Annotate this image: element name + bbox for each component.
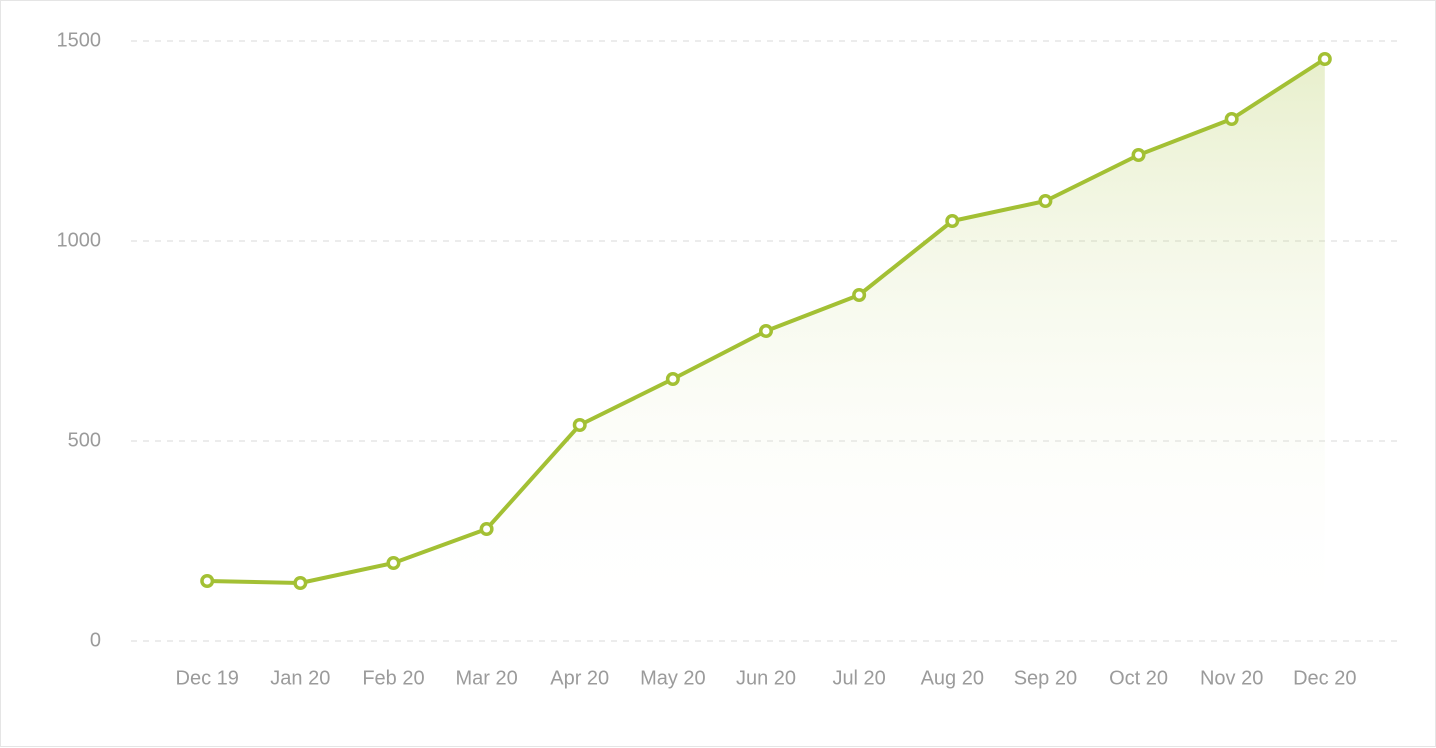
x-tick-label: Jan 20: [270, 668, 330, 690]
data-point-marker-inner: [1321, 56, 1328, 63]
x-tick-label: May 20: [640, 668, 706, 690]
data-point-marker-inner: [204, 578, 211, 585]
data-point-marker-inner: [763, 328, 770, 335]
data-point-marker-inner: [483, 526, 490, 533]
data-point-marker-inner: [297, 580, 304, 587]
x-tick-label: Mar 20: [455, 668, 517, 690]
x-tick-label: Aug 20: [921, 668, 984, 690]
x-tick-label: Jul 20: [832, 668, 885, 690]
y-tick-label: 1000: [57, 229, 102, 251]
x-tick-label: Apr 20: [550, 668, 609, 690]
x-tick-label: Dec 19: [176, 668, 239, 690]
data-point-marker-inner: [1042, 198, 1049, 205]
y-tick-label: 500: [68, 429, 101, 451]
x-tick-label: Jun 20: [736, 668, 796, 690]
x-tick-label: Oct 20: [1109, 668, 1168, 690]
x-tick-label: Nov 20: [1200, 668, 1263, 690]
data-point-marker-inner: [1228, 116, 1235, 123]
x-tick-label: Sep 20: [1014, 668, 1077, 690]
x-tick-label: Dec 20: [1293, 668, 1356, 690]
data-point-marker-inner: [390, 560, 397, 567]
data-point-marker-inner: [949, 218, 956, 225]
data-point-marker-inner: [1135, 152, 1142, 159]
data-point-marker-inner: [856, 292, 863, 299]
x-tick-label: Feb 20: [362, 668, 424, 690]
y-tick-label: 1500: [57, 29, 102, 51]
chart-svg: 0 500 1000 1500 Dec 19 Jan 20 Feb 20 Mar 20 Apr …: [1, 1, 1436, 748]
data-point-marker-inner: [669, 376, 676, 383]
data-point-marker-inner: [576, 422, 583, 429]
line-chart: 0 500 1000 1500 Dec 19 Jan 20 Feb 20 Mar 20 Apr …: [0, 0, 1436, 747]
y-tick-label: 0: [90, 629, 101, 651]
